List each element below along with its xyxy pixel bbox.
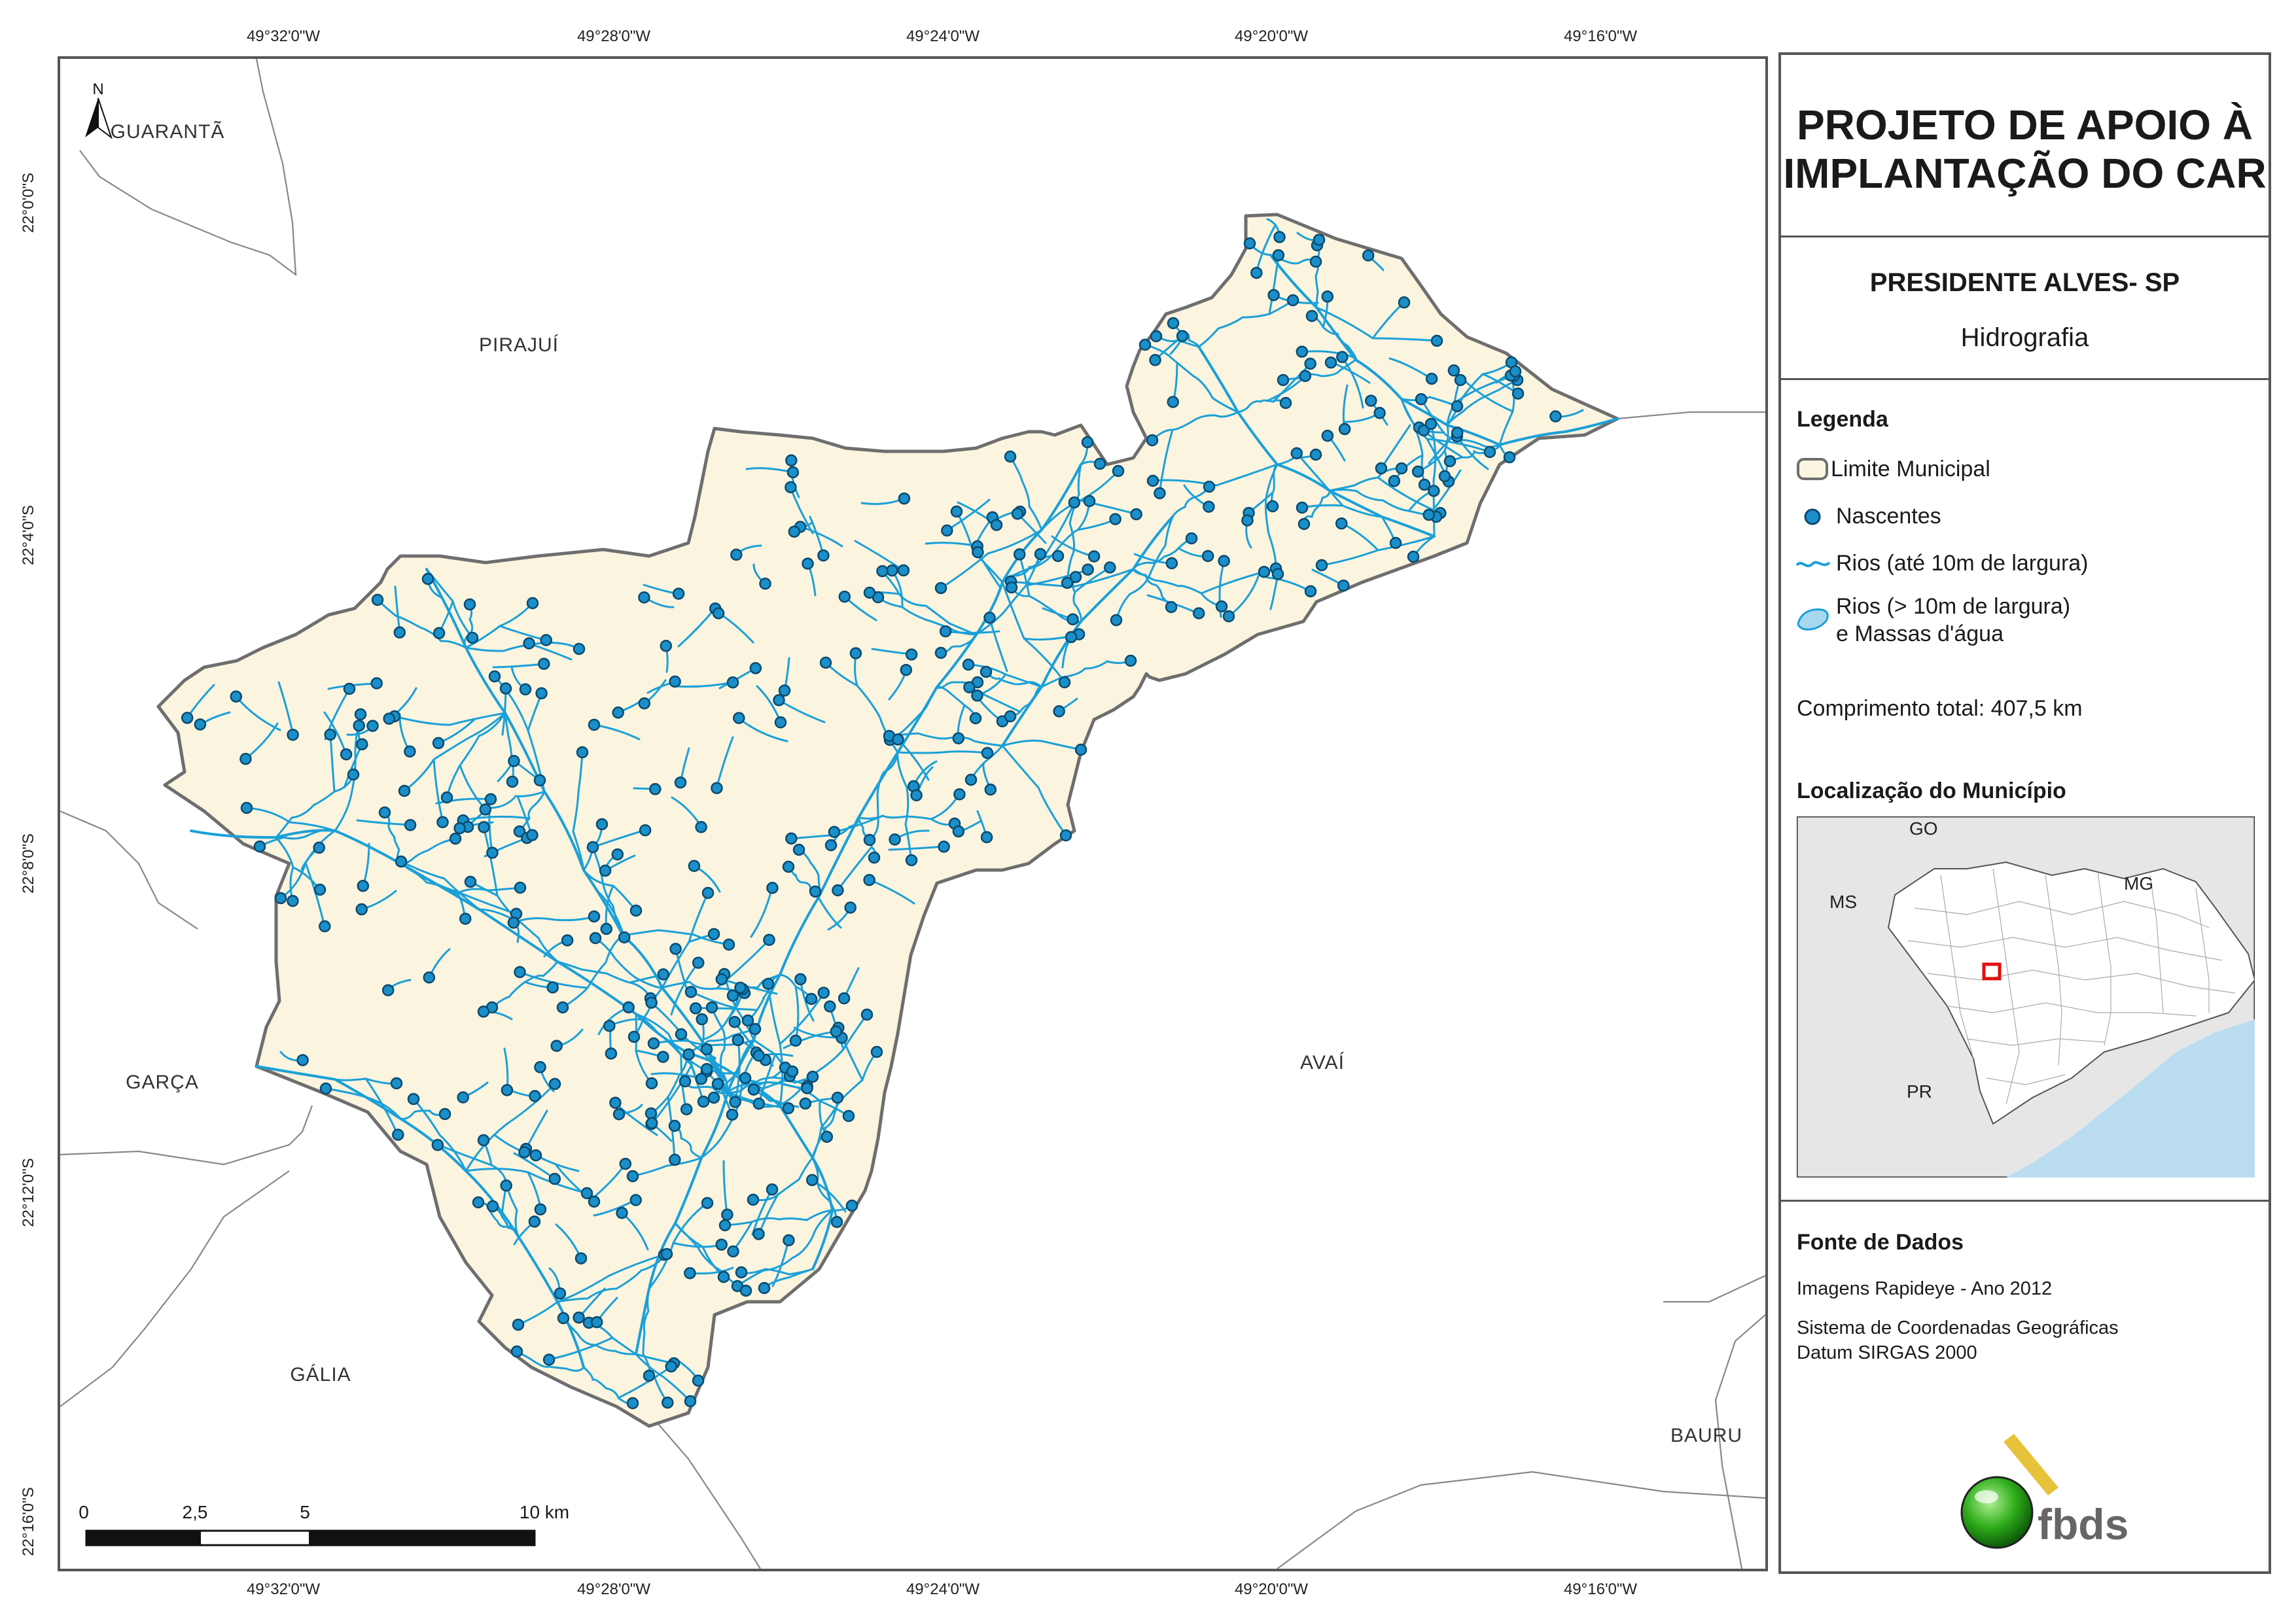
lat-label-3: 22°8'0"S bbox=[20, 833, 37, 894]
legend-panel: PROJETO DE APOIO À IMPLANTAÇÃO DO CAR PR… bbox=[1778, 52, 2271, 1574]
scale-label-2-5: 2,5 bbox=[182, 1502, 208, 1522]
lat-label-1: 22°0'0"S bbox=[20, 172, 37, 234]
logo-text: fbds bbox=[2038, 1500, 2129, 1548]
lon-label-top-4: 49°20'0"W bbox=[1234, 27, 1309, 45]
legend-water-icon bbox=[1797, 608, 1829, 631]
municipal-mesh bbox=[1907, 868, 2236, 1105]
scale-label-10km: 10 km bbox=[519, 1502, 570, 1522]
sources-heading: Fonte de Dados bbox=[1797, 1230, 1964, 1255]
sea-area bbox=[2006, 1019, 2255, 1178]
north-label: N bbox=[92, 80, 103, 98]
legend-water-label-1: Rios (> 10m de largura) bbox=[1836, 594, 2071, 619]
place-guaranta: GUARANTÃ bbox=[110, 121, 225, 143]
total-length: Comprimento total: 407,5 km bbox=[1797, 696, 2083, 721]
lat-label-4: 22°12'0"S bbox=[20, 1158, 37, 1227]
loc-label-mg: MG bbox=[2124, 873, 2153, 894]
panel-title-line2: IMPLANTAÇÃO DO CAR bbox=[1783, 150, 2267, 197]
lon-label-bottom-2: 49°28'0"W bbox=[576, 1580, 651, 1598]
place-garca: GARÇA bbox=[126, 1072, 199, 1093]
legend-boundary-icon bbox=[1797, 458, 1828, 480]
lon-label-bottom-4: 49°20'0"W bbox=[1234, 1580, 1309, 1598]
legend-water-label-2: e Massas d'água bbox=[1836, 621, 2004, 646]
state-sp-shape bbox=[1887, 861, 2255, 1125]
place-pirajui: PIRAJUÍ bbox=[478, 334, 559, 356]
municipality-name: PRESIDENTE ALVES- SP bbox=[1869, 268, 2180, 297]
source-crs: Sistema de Coordenadas Geográficas bbox=[1797, 1318, 2119, 1338]
loc-label-go: GO bbox=[1909, 818, 1938, 839]
legend-spring-icon bbox=[1804, 508, 1821, 525]
location-inset-map[interactable]: GO MS MG PR bbox=[1797, 816, 2255, 1178]
lat-label-2: 22°4'0"S bbox=[20, 504, 37, 566]
source-datum: Datum SIRGAS 2000 bbox=[1797, 1342, 1977, 1363]
lon-label-top-3: 49°24'0"W bbox=[906, 27, 980, 45]
place-bauru: BAURU bbox=[1670, 1425, 1743, 1446]
scale-bar bbox=[85, 1529, 536, 1546]
legend-spring-label: Nascentes bbox=[1836, 504, 1941, 529]
scale-label-5: 5 bbox=[300, 1502, 310, 1522]
loc-label-ms: MS bbox=[1829, 892, 1857, 912]
map-theme: Hidrografia bbox=[1960, 323, 2089, 352]
loc-label-pr: PR bbox=[1907, 1081, 1932, 1102]
springs-layer bbox=[181, 231, 1562, 1410]
lon-label-top-5: 49°16'0"W bbox=[1563, 27, 1638, 45]
map-canvas[interactable]: N bbox=[60, 59, 1765, 1569]
scale-label-0: 0 bbox=[79, 1502, 89, 1522]
lon-label-top-1: 49°32'0"W bbox=[246, 27, 321, 45]
legend-boundary-label: Limite Municipal bbox=[1831, 457, 1990, 481]
place-avai: AVAÍ bbox=[1300, 1052, 1345, 1073]
place-galia: GÁLIA bbox=[290, 1364, 351, 1386]
source-imagery: Imagens Rapideye - Ano 2012 bbox=[1797, 1278, 2053, 1299]
location-highlight bbox=[1982, 962, 2002, 981]
legend-river-label: Rios (até 10m de largura) bbox=[1836, 551, 2089, 576]
legend-river-icon bbox=[1795, 561, 1831, 568]
location-heading: Localização do Município bbox=[1797, 778, 2066, 803]
legend-heading: Legenda bbox=[1797, 407, 1888, 432]
lon-label-bottom-5: 49°16'0"W bbox=[1563, 1580, 1638, 1598]
north-arrow: N bbox=[85, 80, 113, 139]
panel-title-line1: PROJETO DE APOIO À bbox=[1796, 101, 2253, 148]
lon-label-bottom-3: 49°24'0"W bbox=[906, 1580, 980, 1598]
lon-label-bottom-1: 49°32'0"W bbox=[246, 1580, 321, 1598]
neighbor-boundaries bbox=[60, 59, 1765, 1569]
lon-label-top-2: 49°28'0"W bbox=[576, 27, 651, 45]
panel-title: PROJETO DE APOIO À IMPLANTAÇÃO DO CAR bbox=[1781, 101, 2269, 198]
fbds-logo bbox=[1960, 1434, 2058, 1549]
lat-label-5: 22°16'0"S bbox=[20, 1487, 37, 1556]
map-frame: N bbox=[58, 56, 1768, 1571]
